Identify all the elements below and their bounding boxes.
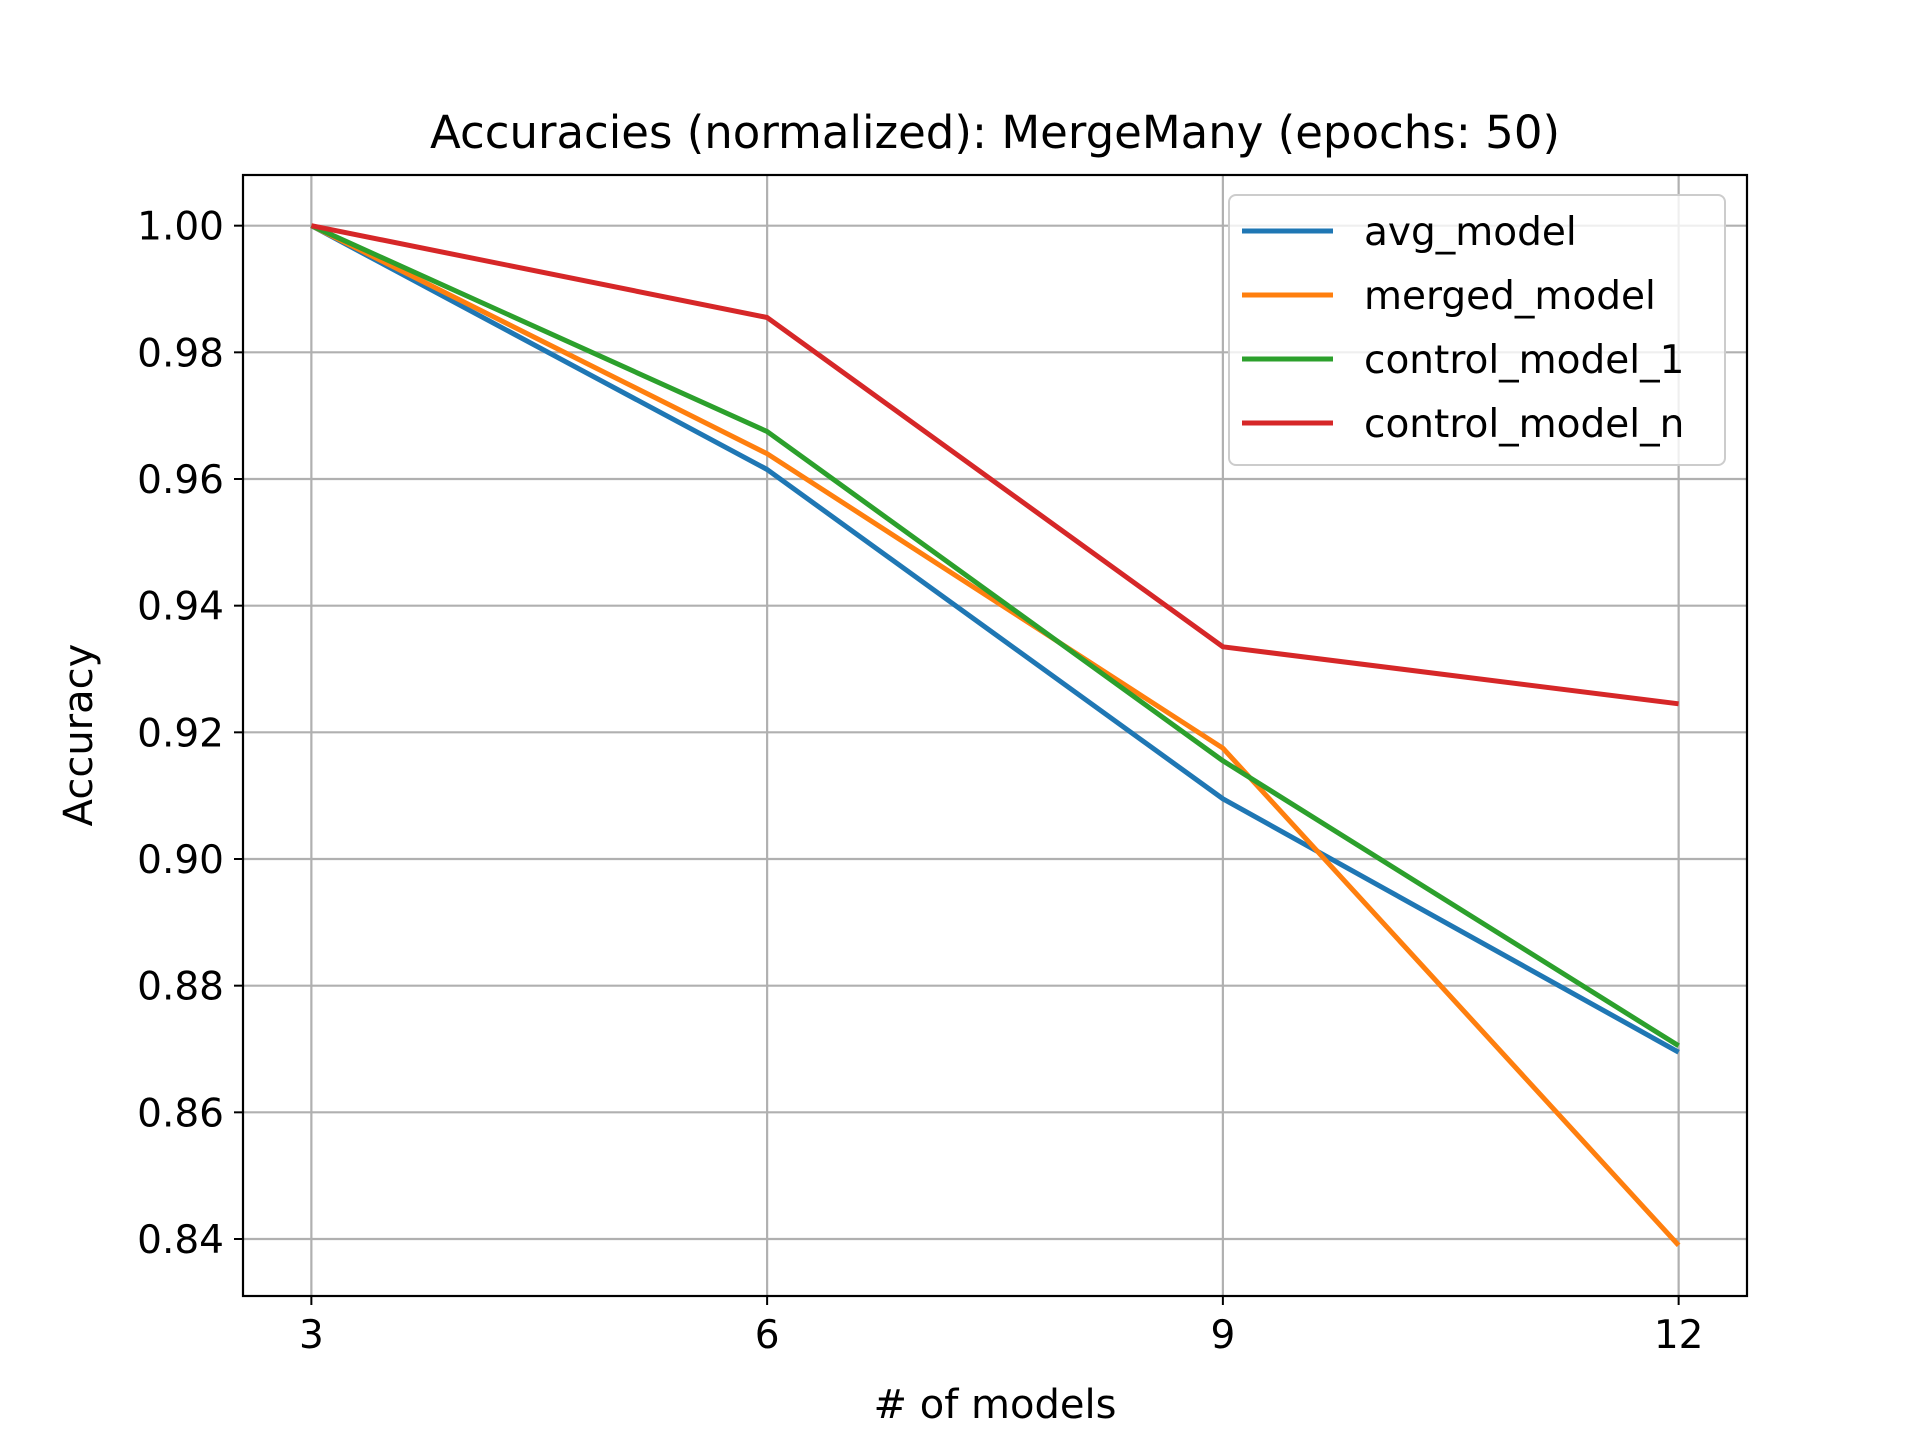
legend-label-control-model-1: control_model_1 — [1364, 338, 1684, 383]
y-tick-label: 0.98 — [137, 331, 224, 376]
y-tick-label: 0.86 — [137, 1091, 224, 1136]
series-line-avg-model — [310, 223, 1680, 1055]
y-tick-label: 0.90 — [137, 838, 224, 883]
legend-label-merged-model: merged_model — [1364, 274, 1656, 319]
legend-entries: avg_model merged_model control_model_1cont… — [1242, 210, 1684, 447]
x-tick-label: 12 — [1654, 1313, 1704, 1358]
ticks: 3 6 9 12 0.84 0.86 0.88 0.90 0.92 0.94 0.96 0.98 1.0… — [137, 205, 1703, 1358]
series-line-control-model-1 — [310, 223, 1680, 1048]
y-tick-label: 1.00 — [137, 205, 224, 250]
legend-label-control-model-n: control_model_n — [1364, 402, 1684, 447]
series-lines — [310, 223, 1681, 1247]
legend-label-avg-model: avg_model — [1364, 210, 1577, 255]
y-tick-label: 0.94 — [137, 585, 224, 630]
legend: avg_model merged_model control_model_1cont… — [1228, 194, 1726, 466]
y-tick-label: 0.88 — [137, 965, 224, 1010]
series-line-control-model-n — [310, 223, 1679, 707]
y-tick-label: 0.92 — [137, 711, 224, 756]
series-line-merged-model — [310, 223, 1681, 1247]
x-tick-label: 9 — [1210, 1313, 1235, 1358]
plot-frame — [241, 173, 1749, 1298]
grid — [243, 175, 1747, 1296]
legend-box — [1228, 194, 1726, 466]
x-tick-label: 3 — [299, 1313, 324, 1358]
chart-title: Accuracies (normalized): MergeMany (epoc… — [430, 106, 1560, 159]
y-tick-label: 0.84 — [137, 1218, 224, 1263]
y-axis-label: Accuracy — [56, 644, 102, 827]
x-tick-label: 6 — [755, 1313, 780, 1358]
x-axis-label: # of models — [874, 1382, 1117, 1428]
y-tick-label: 0.96 — [137, 458, 224, 503]
